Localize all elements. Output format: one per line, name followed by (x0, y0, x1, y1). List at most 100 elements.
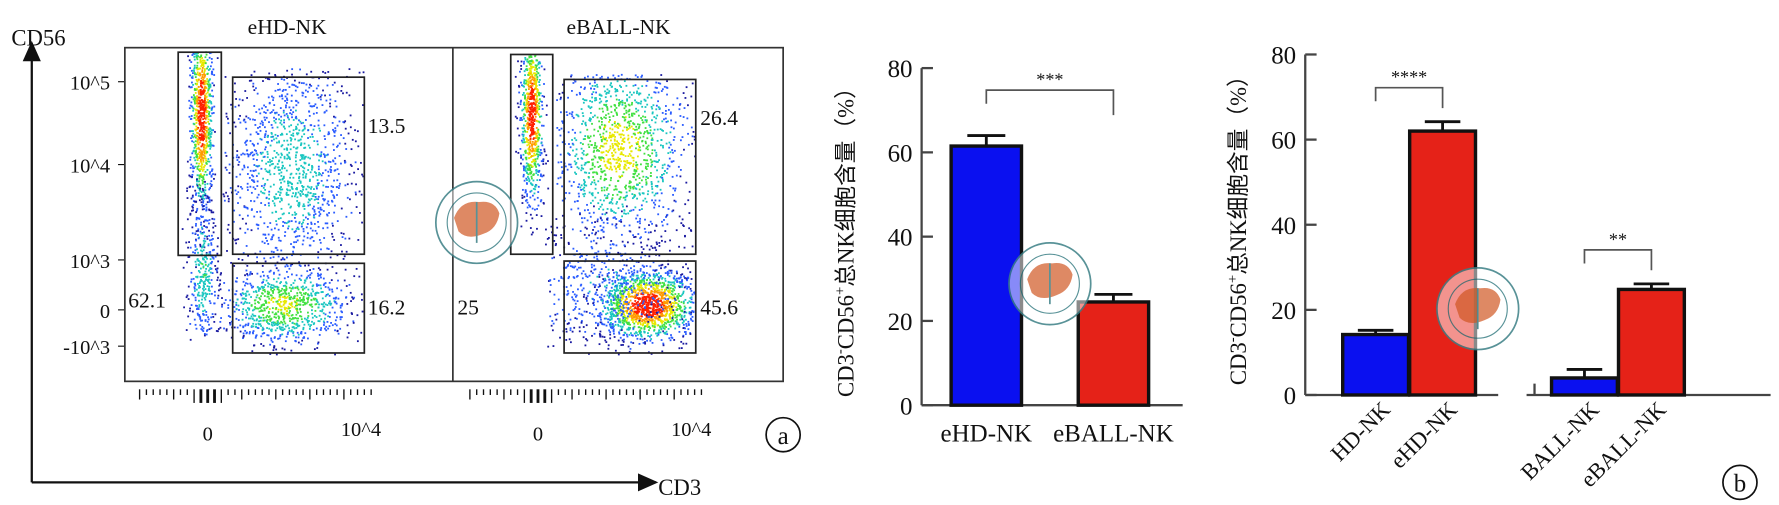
event-dot (203, 79, 206, 82)
event-dot (298, 119, 300, 122)
event-dot (540, 215, 543, 218)
event-dot (681, 136, 684, 139)
event-dot (209, 141, 212, 144)
event-dot (197, 86, 200, 88)
event-dot (528, 151, 531, 154)
event-dot (283, 295, 286, 298)
event-dot (645, 168, 648, 171)
event-dot (202, 189, 205, 192)
event-dot (285, 282, 288, 285)
event-dot (622, 138, 625, 141)
event-dot (309, 304, 312, 307)
event-dot (313, 322, 316, 325)
event-dot (584, 138, 586, 140)
event-dot (580, 167, 583, 169)
event-dot (307, 213, 310, 216)
event-dot (202, 327, 205, 330)
event-dot (289, 206, 292, 209)
event-dot (345, 148, 348, 150)
event-dot (615, 144, 618, 146)
event-dot (593, 165, 596, 168)
event-dot (204, 320, 207, 322)
event-dot (547, 160, 549, 162)
event-dot (533, 72, 535, 75)
event-dot (193, 114, 196, 117)
event-dot (317, 342, 319, 345)
event-dot (208, 196, 211, 199)
event-dot (632, 84, 635, 87)
event-dot (649, 155, 651, 157)
event-dot (655, 151, 658, 154)
event-dot (192, 72, 194, 75)
event-dot (194, 134, 197, 137)
event-dot (337, 332, 340, 335)
event-dot (621, 129, 624, 132)
event-dot (202, 330, 205, 332)
event-dot (621, 139, 624, 142)
event-dot (540, 199, 543, 202)
event-dot (621, 203, 624, 206)
event-dot (536, 91, 539, 93)
event-dot (252, 314, 255, 317)
event-dot (187, 285, 190, 288)
event-dot (668, 165, 671, 168)
event-dot (214, 294, 216, 297)
y-tick-label: 0 (100, 301, 110, 323)
event-dot (528, 165, 530, 167)
event-dot (195, 83, 198, 86)
event-dot (198, 115, 201, 118)
event-dot (268, 283, 271, 286)
event-dot (645, 165, 647, 168)
event-dot (641, 139, 644, 142)
event-dot (295, 317, 298, 320)
event-dot (197, 229, 199, 232)
event-dot (305, 73, 308, 76)
event-dot (649, 129, 652, 132)
event-dot (665, 326, 668, 329)
event-dot (311, 105, 314, 108)
event-dot (610, 177, 612, 179)
event-dot (270, 330, 273, 333)
event-dot (532, 60, 534, 63)
event-dot (241, 217, 244, 220)
event-dot (272, 272, 275, 275)
event-dot (205, 203, 208, 206)
event-dot (207, 98, 209, 101)
event-dot (568, 192, 571, 195)
event-dot (645, 183, 648, 186)
event-dot (622, 196, 625, 199)
event-dot (334, 319, 337, 322)
event-dot (294, 117, 297, 119)
event-dot (211, 313, 214, 315)
event-dot (267, 161, 270, 163)
event-dot (525, 104, 527, 107)
event-dot (304, 216, 307, 219)
event-dot (561, 141, 564, 144)
event-dot (677, 165, 680, 168)
event-dot (247, 153, 250, 156)
event-dot (257, 307, 260, 310)
event-dot (236, 326, 239, 329)
event-dot (290, 284, 293, 286)
event-dot (309, 273, 312, 276)
event-dot (195, 73, 198, 76)
event-dot (583, 163, 586, 166)
event-dot (529, 60, 532, 62)
event-dot (278, 140, 281, 143)
event-dot (588, 136, 591, 139)
event-dot (537, 150, 540, 153)
event-dot (314, 213, 317, 215)
event-dot (529, 213, 532, 216)
event-dot (635, 101, 638, 104)
event-dot (208, 222, 210, 225)
event-dot (208, 94, 211, 97)
event-dot (278, 304, 281, 306)
event-dot (293, 306, 296, 309)
event-dot (525, 68, 528, 70)
event-dot (272, 234, 275, 236)
event-dot (524, 191, 527, 194)
event-dot (316, 182, 319, 185)
event-dot (190, 163, 193, 166)
event-dot (208, 219, 211, 221)
event-dot (639, 217, 642, 220)
